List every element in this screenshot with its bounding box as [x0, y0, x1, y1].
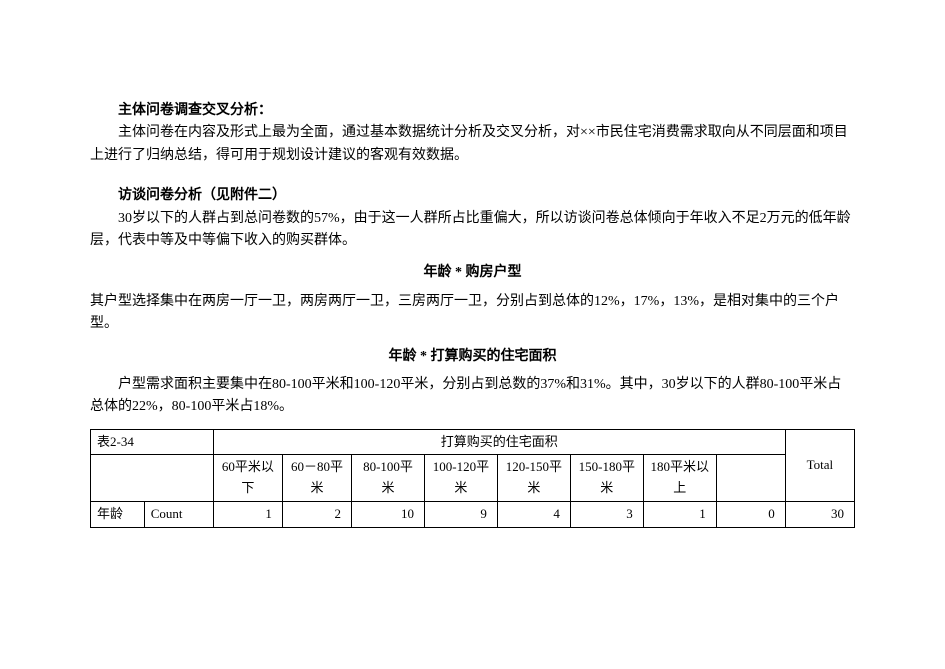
table-header-row-1: 表2-34打算购买的住宅面积Total: [91, 429, 855, 455]
table-col-header: 180平米以上: [643, 455, 716, 502]
table-value-cell: 1: [643, 502, 716, 528]
area-table: 表2-34打算购买的住宅面积Total60平米以下60－80平米80-100平米…: [90, 429, 855, 528]
section2-body: 30岁以下的人群占到总问卷数的57%，由于这一人群所占比重偏大，所以访谈问卷总体…: [90, 208, 855, 253]
table-value-cell: 2: [282, 502, 351, 528]
table-value-cell: 4: [497, 502, 570, 528]
table-col-header: 150-180平米: [570, 455, 643, 502]
table-value-cell: 9: [424, 502, 497, 528]
table-col-header: 60平米以下: [213, 455, 282, 502]
table-value-cell: 0: [716, 502, 785, 528]
table-value-cell: 3: [570, 502, 643, 528]
table-blank-cell: [91, 455, 214, 502]
section1-body: 主体问卷在内容及形式上最为全面，通过基本数据统计分析及交叉分析，对××市民住宅消…: [90, 122, 855, 167]
table-value-cell: 10: [352, 502, 425, 528]
table-col-header: [716, 455, 785, 502]
section1-title: 主体问卷调查交叉分析：: [90, 100, 855, 122]
table-header-row-2: 60平米以下60－80平米80-100平米100-120平米120-150平米1…: [91, 455, 855, 502]
table-col-header: 120-150平米: [497, 455, 570, 502]
table-total-cell: 30: [785, 502, 854, 528]
table-name-cell: 表2-34: [91, 429, 214, 455]
block1-title: 年龄 * 购房户型: [90, 262, 855, 284]
block1-body: 其户型选择集中在两房一厅一卫，两房两厅一卫，三房两厅一卫，分别占到总体的12%，…: [90, 291, 855, 336]
block2-body: 户型需求面积主要集中在80-100平米和100-120平米，分别占到总数的37%…: [90, 374, 855, 419]
table-data-row: 年龄Count12109431030: [91, 502, 855, 528]
table-col-header: 80-100平米: [352, 455, 425, 502]
table-group-header: 打算购买的住宅面积: [213, 429, 785, 455]
table-stat-label: Count: [144, 502, 213, 528]
block2-title: 年龄 * 打算购买的住宅面积: [90, 346, 855, 368]
table-total-header: Total: [785, 429, 854, 501]
table-row-header: 年龄: [91, 502, 145, 528]
table-col-header: 60－80平米: [282, 455, 351, 502]
table-value-cell: 1: [213, 502, 282, 528]
table-col-header: 100-120平米: [424, 455, 497, 502]
section2-title: 访谈问卷分析（见附件二）: [90, 185, 855, 207]
